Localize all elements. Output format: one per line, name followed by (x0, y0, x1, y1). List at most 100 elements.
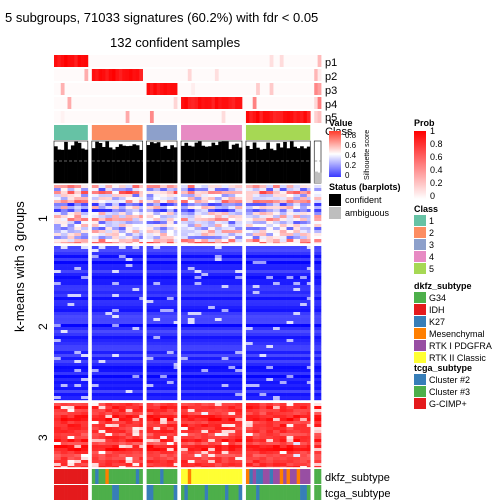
heatmap-cell (194, 451, 202, 455)
heatmap-cell (105, 209, 113, 213)
heatmap-cell (54, 384, 62, 388)
heatmap-cell (60, 236, 68, 240)
heatmap-cell (293, 427, 301, 431)
heatmap-cell (125, 315, 133, 319)
heatmap-cell (125, 252, 133, 256)
heatmap-cell (286, 418, 294, 422)
heatmap-cell (252, 433, 260, 437)
heatmap-cell (166, 224, 174, 228)
heatmap-cell (91, 360, 99, 364)
value-legend-tick: 0 (345, 171, 350, 180)
heatmap-cell (105, 218, 113, 222)
heatmap-cell (259, 436, 267, 440)
heatmap-cell (221, 363, 229, 367)
heatmap-cell (279, 309, 287, 313)
heatmap-cell (153, 369, 161, 373)
heatmap-cell (266, 378, 274, 382)
legend-label: G34 (429, 293, 446, 303)
heatmap-cell (194, 351, 202, 355)
silhouette-bar (300, 146, 304, 183)
heatmap-cell (173, 330, 178, 334)
heatmap-cell (214, 206, 222, 210)
heatmap-cell (139, 387, 143, 391)
heatmap-cell (314, 233, 322, 237)
heatmap-cell (187, 288, 195, 292)
heatmap-cell (214, 381, 222, 385)
heatmap-cell (187, 252, 195, 256)
heatmap-cell (98, 454, 106, 458)
heatmap-cell (221, 315, 229, 319)
heatmap-cell (201, 324, 209, 328)
heatmap-cell (166, 333, 174, 337)
heatmap-cell (314, 336, 322, 340)
heatmap-cell (160, 345, 168, 349)
heatmap-cell (306, 261, 311, 265)
heatmap-cell (221, 466, 229, 468)
heatmap-cell (300, 221, 308, 225)
heatmap-cell (146, 303, 154, 307)
heatmap-cell (54, 439, 62, 443)
heatmap-cell (118, 303, 126, 307)
heatmap-cell (181, 303, 189, 307)
heatmap-cell (221, 436, 229, 440)
heatmap-cell (132, 348, 140, 352)
heatmap-cell (286, 369, 294, 373)
heatmap-cell (194, 454, 202, 458)
heatmap-cell (187, 436, 195, 440)
heatmap-cell (60, 366, 68, 370)
heatmap-cell (245, 185, 254, 189)
legend-label: RTK II Classic (429, 353, 486, 363)
heatmap-cell (112, 387, 120, 391)
heatmap-cell (139, 221, 143, 225)
heatmap-cell (221, 345, 229, 349)
heatmap-cell (228, 396, 236, 400)
heatmap-cell (279, 306, 287, 310)
heatmap-cell (60, 239, 68, 243)
legend-label: 3 (429, 240, 434, 250)
heatmap-cell (300, 285, 308, 289)
heatmap-cell (306, 451, 311, 455)
silhouette-bar (67, 149, 72, 183)
heatmap-cell (235, 460, 243, 464)
heatmap-cell (214, 445, 222, 449)
tcga-cell (283, 485, 287, 500)
heatmap-cell (300, 345, 308, 349)
heatmap-cell (266, 300, 274, 304)
heatmap-cell (194, 221, 202, 225)
heatmap-cell (181, 366, 189, 370)
prob-cell (191, 97, 195, 109)
heatmap-cell (60, 342, 68, 346)
heatmap-cell (194, 194, 202, 198)
heatmap-cell (259, 318, 267, 322)
heatmap-cell (235, 209, 243, 213)
heatmap-cell (153, 412, 161, 416)
heatmap-cell (139, 218, 143, 222)
heatmap-cell (266, 285, 274, 289)
heatmap-cell (173, 188, 178, 192)
heatmap-cell (208, 403, 216, 407)
heatmap-cell (314, 303, 322, 307)
heatmap-cell (112, 282, 120, 286)
heatmap-cell (91, 288, 99, 292)
heatmap-cell (279, 273, 287, 277)
heatmap-cell (235, 348, 243, 352)
heatmap-cell (139, 460, 143, 464)
heatmap-cell (74, 403, 82, 407)
heatmap-cell (74, 288, 82, 292)
heatmap-cell (166, 239, 174, 243)
heatmap-cell (221, 457, 229, 461)
heatmap-cell (181, 215, 189, 219)
heatmap-cell (54, 393, 62, 397)
prob-cell (208, 97, 212, 109)
heatmap-cell (286, 258, 294, 262)
heatmap-cell (194, 342, 202, 346)
heatmap-cell (273, 279, 281, 283)
heatmap-cell (286, 264, 294, 268)
heatmap-cell (214, 333, 222, 337)
heatmap-cell (54, 318, 62, 322)
heatmap-cell (201, 342, 209, 346)
heatmap-cell (300, 466, 308, 468)
heatmap-cell (221, 390, 229, 394)
heatmap-cell (273, 318, 281, 322)
heatmap-cell (74, 399, 82, 401)
